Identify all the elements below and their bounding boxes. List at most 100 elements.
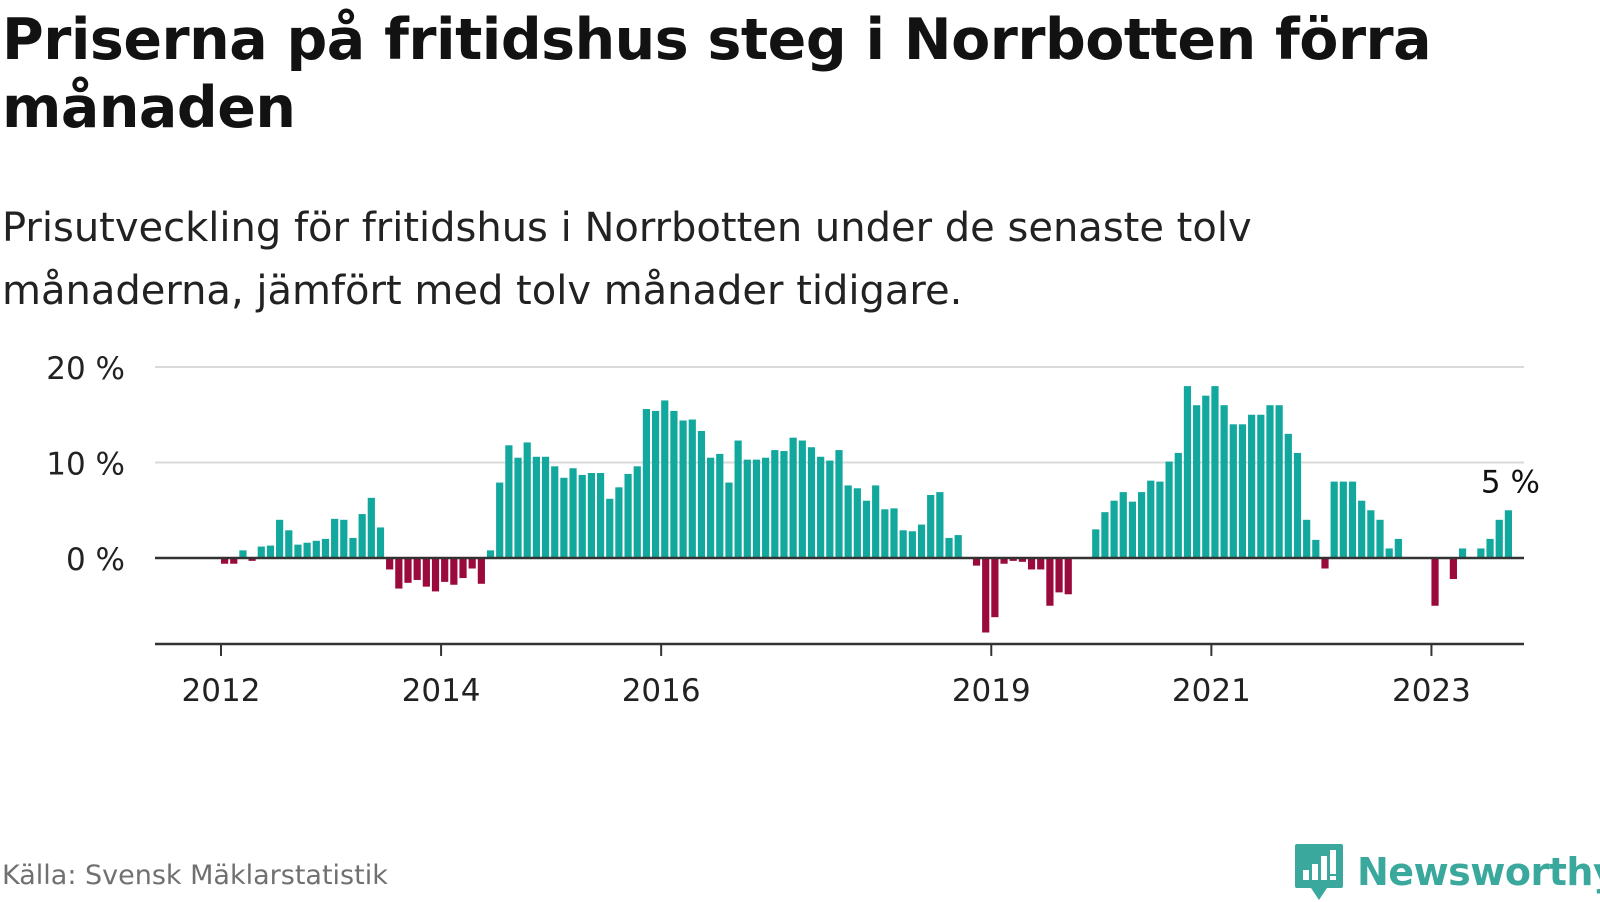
bar [303, 542, 311, 558]
bar [1009, 558, 1017, 561]
newsworthy-icon [1295, 844, 1343, 900]
bar [1046, 558, 1054, 606]
bar [844, 485, 852, 558]
bar [927, 494, 935, 558]
bar [679, 420, 687, 558]
bar [917, 524, 926, 558]
bar [1394, 538, 1402, 558]
bar [431, 558, 440, 592]
bar [1303, 519, 1311, 558]
chart-subtitle: Prisutveckling för fritidshus i Norrbott… [2, 205, 1252, 314]
bar [716, 453, 724, 558]
bar [743, 459, 751, 558]
x-tick-label: 2021 [1172, 673, 1251, 709]
bar [276, 519, 284, 558]
bar [404, 558, 412, 583]
bar [358, 514, 366, 558]
y-tick-label: 10 % [46, 447, 125, 483]
bar [1339, 481, 1347, 558]
bar [1458, 548, 1467, 558]
bar [1193, 405, 1201, 558]
bar [1248, 414, 1256, 558]
axes [155, 556, 1524, 656]
x-tick-label: 2012 [182, 673, 261, 709]
bar [624, 473, 632, 558]
newsworthy-logo: Newsworthy [1293, 842, 1600, 902]
bar [1376, 519, 1384, 558]
bar [321, 538, 330, 558]
bar [734, 440, 742, 558]
bar [376, 527, 385, 558]
bar [1238, 424, 1247, 558]
bar [899, 530, 907, 558]
bar [1211, 386, 1219, 558]
bar [853, 488, 861, 558]
bar [908, 531, 916, 558]
bar [872, 485, 880, 558]
bar [1174, 452, 1182, 558]
bar [349, 537, 357, 558]
x-tick-label: 2019 [952, 673, 1031, 709]
bar [450, 558, 458, 585]
bar [560, 477, 568, 558]
bar [945, 537, 953, 558]
bar [798, 440, 806, 558]
bar [1156, 481, 1164, 558]
bar [670, 410, 678, 558]
bar [496, 482, 504, 558]
bar [505, 445, 513, 558]
bar [459, 558, 467, 579]
bar [752, 459, 761, 558]
bar [1138, 492, 1146, 558]
bar [413, 558, 421, 580]
x-tick-label: 2014 [402, 673, 481, 709]
bar [1101, 512, 1109, 558]
bar [1128, 501, 1137, 558]
bar [514, 457, 522, 558]
bar [1165, 461, 1173, 558]
bar [1321, 558, 1329, 569]
bar [954, 535, 962, 558]
x-tick-label: 2023 [1392, 673, 1471, 709]
bar [697, 430, 706, 558]
bar [221, 558, 229, 564]
x-tick-label: 2016 [622, 673, 701, 709]
bar [523, 442, 531, 558]
bar [1284, 433, 1292, 558]
chart-title: Priserna på fritidshus steg i Norrbotten… [2, 7, 1432, 141]
bar [606, 498, 614, 558]
bar [1431, 558, 1439, 606]
bar [422, 558, 430, 587]
bar [826, 460, 834, 558]
bar [633, 466, 641, 558]
bar [1367, 510, 1375, 558]
bar [587, 473, 595, 558]
bar [1312, 539, 1320, 558]
bar [1183, 386, 1192, 558]
bar [1275, 405, 1283, 558]
bar [1477, 548, 1485, 558]
bar [266, 545, 275, 558]
bar [890, 508, 898, 558]
gridlines [155, 366, 1524, 464]
bar [541, 456, 550, 558]
bar [881, 509, 889, 558]
bar [477, 558, 485, 584]
bar [331, 518, 339, 558]
bar [817, 456, 825, 558]
bar [468, 558, 476, 569]
bar [1110, 500, 1118, 558]
bar [1486, 538, 1494, 558]
bar [1000, 558, 1008, 564]
latest-value-label: 5 % [1481, 464, 1540, 500]
bar [780, 451, 788, 558]
bar [578, 474, 586, 558]
bar [651, 410, 660, 558]
y-tick-label: 0 % [66, 542, 125, 578]
bar [230, 558, 238, 564]
bar [1055, 558, 1063, 593]
bar [551, 466, 559, 558]
bar [1202, 395, 1210, 558]
bar [1220, 405, 1228, 558]
bar [596, 473, 605, 558]
